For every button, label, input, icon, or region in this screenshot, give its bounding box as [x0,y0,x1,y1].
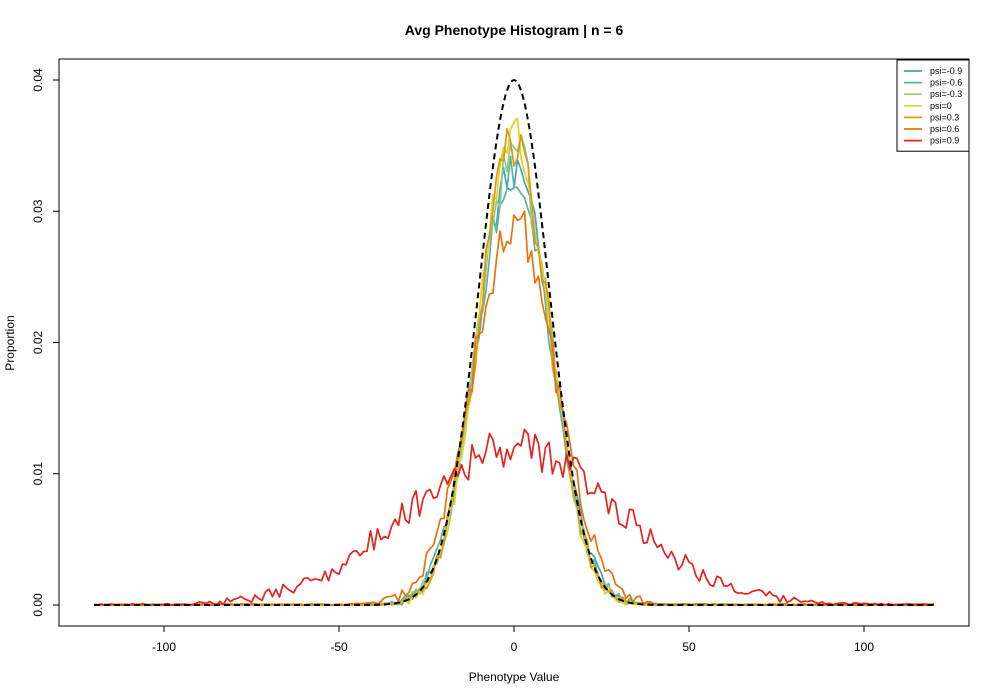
x-tick-label: 0 [511,640,518,654]
y-tick-label: 0.01 [31,462,45,486]
chart-title: Avg Phenotype Histogram | n = 6 [405,22,624,38]
x-tick-label: -100 [152,640,176,654]
y-tick-label: 0.02 [31,330,45,354]
x-axis-label: Phenotype Value [469,670,560,684]
legend-label: psi=-0.3 [930,89,962,99]
x-axis: -100 -50 0 50 100 [152,625,874,654]
y-axis: 0.00 0.01 0.02 0.03 0.04 [31,68,60,617]
y-tick-label: 0.04 [31,68,45,92]
y-tick-label: 0.03 [31,199,45,223]
legend-label: psi=-0.6 [930,78,962,88]
legend-label: psi=0 [930,101,952,111]
series-line-6 [93,428,935,606]
x-tick-label: 100 [854,640,874,654]
y-tick-label: 0.00 [31,593,45,617]
reference-normal-curve [94,79,934,606]
x-tick-label: -50 [330,640,348,654]
series-line-3 [93,117,935,606]
series-line-1 [93,155,935,606]
series-line-2 [93,134,935,606]
legend-label: psi=-0.9 [930,66,962,76]
series-line-5 [94,210,934,606]
plot-frame [58,58,970,627]
series-line-0 [94,159,934,606]
legend-label: psi=0.9 [930,136,959,146]
y-axis-label: Proportion [3,315,17,370]
series-line-4 [93,127,935,606]
legend-label: psi=0.3 [930,112,959,122]
series-layer [93,79,935,606]
x-tick-label: 50 [682,640,696,654]
legend-label: psi=0.6 [930,124,959,134]
